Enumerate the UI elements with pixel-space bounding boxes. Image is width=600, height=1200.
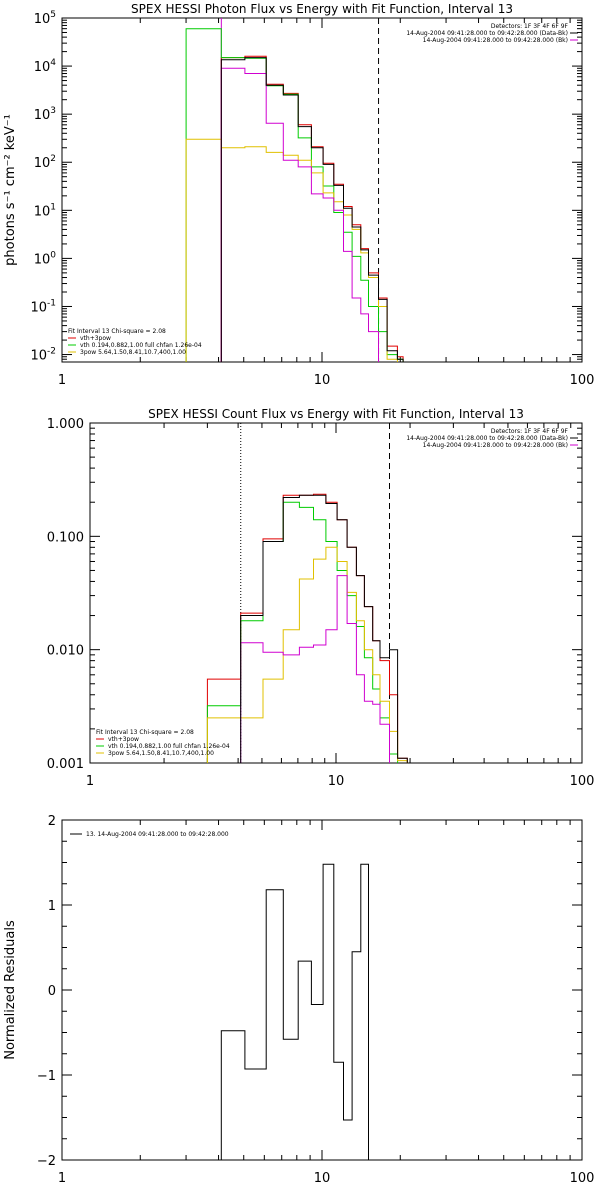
y-tick-label: 1.000	[47, 417, 84, 432]
panel-3: 1 10 100 −2 −1 0 1 2 Normalized Residuals 13. 14-…	[3, 814, 594, 1186]
y-axis-label: Normalized Residuals	[3, 920, 18, 1060]
legend-bottom-entry: 3pow 5.64,1.50,8.41,10.7,400,1.00	[80, 349, 186, 356]
plot-frame	[61, 819, 583, 1161]
y-tick-label: 0.010	[47, 644, 84, 659]
legend-top-entry: 14-Aug-2004 09:41:28.000 to 09:42:28.000…	[423, 442, 568, 449]
y-tick-base: 10	[34, 252, 51, 267]
panel-2: SPEX HESSI Count Flux vs Energy with Fit…	[47, 407, 595, 789]
y-tick-exponent: 4	[50, 58, 56, 68]
series-vth	[185, 28, 404, 362]
legend-top-left-entry: 13. 14-Aug-2004 09:41:28.000 to 09:42:28…	[86, 831, 229, 838]
y-tick-exponent: 0	[50, 250, 56, 260]
y-tick-label: 104	[34, 58, 57, 75]
plot-frame	[89, 422, 583, 764]
series-bk	[220, 67, 379, 362]
legend-bottom-entry: Fit Interval 13 Chi-square = 2.08	[96, 729, 194, 736]
series-group	[206, 493, 408, 763]
y-tick-base: 10	[34, 108, 51, 123]
y-tick-label: 103	[34, 106, 56, 123]
y-tick-label: 10-1	[30, 298, 56, 315]
series-data	[220, 57, 404, 362]
y-tick-exponent: -1	[47, 298, 56, 308]
legend-top-entry: 14-Aug-2004 09:41:28.000 to 09:42:28.000…	[406, 435, 568, 442]
series-group	[185, 28, 404, 362]
legend-bottom-entry: vth+3pow	[80, 335, 111, 342]
y-tick-label: 0.100	[47, 530, 84, 545]
legend-bottom-entry: 3pow 5.64,1.50,8.41,10.7,400,1.00	[108, 750, 214, 757]
series-bk	[240, 575, 390, 763]
series-vth+3pow	[206, 493, 408, 763]
y-tick-label: −1	[37, 1069, 56, 1084]
y-tick-label: 100	[34, 250, 57, 267]
y-tick-label: 101	[34, 202, 56, 219]
series-group	[220, 863, 369, 1160]
y-tick-exponent: 3	[50, 106, 56, 116]
chart-title: SPEX HESSI Count Flux vs Energy with Fit…	[148, 407, 524, 421]
y-tick-exponent: 1	[50, 202, 56, 212]
x-tick-label: 1	[58, 1171, 66, 1186]
y-tick-label: −2	[37, 1154, 56, 1169]
legend-bottom-entry: vth 0.194,0.882,1.00 full chfan 1.26e-04	[108, 743, 230, 750]
series-3pow	[185, 138, 398, 362]
y-tick-base: 10	[34, 60, 51, 75]
legend-bottom-entry: vth+3pow	[108, 736, 139, 743]
legend-bottom-entry: vth 0.194,0.882,1.00 full chfan 1.26e-04	[80, 342, 202, 349]
y-tick-base: 10	[34, 156, 51, 171]
y-tick-base: 10	[34, 204, 51, 219]
x-tick-label: 100	[570, 774, 595, 789]
y-tick-base: 10	[34, 12, 51, 27]
series-data	[240, 494, 408, 763]
legend-top-entry: 14-Aug-2004 09:41:28.000 to 09:42:28.000…	[423, 37, 568, 44]
y-tick-exponent: -2	[47, 347, 56, 357]
legend-top-entry: Detectors: 1F 3F 4F 6F 9F	[491, 23, 569, 30]
legend-top-entry: 14-Aug-2004 09:41:28.000 to 09:42:28.000…	[406, 30, 568, 37]
y-tick-label: 105	[34, 10, 56, 27]
x-tick-label: 100	[570, 373, 595, 388]
y-tick-exponent: 2	[50, 154, 56, 164]
y-tick-label: 2	[48, 814, 56, 829]
y-tick-base: 10	[30, 349, 47, 364]
x-tick-label: 10	[314, 1171, 331, 1186]
y-tick-exponent: 5	[50, 10, 56, 20]
x-tick-label: 10	[328, 774, 345, 789]
series-vth+3pow	[220, 55, 404, 362]
y-tick-label: 0	[48, 984, 56, 999]
x-tick-label: 100	[570, 1171, 595, 1186]
legend-top-entry: Detectors: 1F 3F 4F 6F 9F	[491, 428, 569, 435]
x-tick-label: 1	[86, 774, 94, 789]
series-residuals	[220, 863, 369, 1160]
y-tick-label: 0.001	[47, 757, 84, 772]
y-tick-label: 1	[48, 899, 56, 914]
y-tick-label: 102	[34, 154, 56, 171]
chart-title: SPEX HESSI Photon Flux vs Energy with Fi…	[131, 2, 513, 16]
y-tick-label: 10-2	[30, 347, 56, 364]
series-3pow	[206, 546, 408, 763]
plot-frame	[61, 17, 583, 363]
legend-bottom-entry: Fit Interval 13 Chi-square = 2.08	[68, 328, 166, 335]
x-tick-label: 10	[314, 373, 331, 388]
x-tick-label: 1	[58, 373, 66, 388]
panel-1: SPEX HESSI Photon Flux vs Energy with Fi…	[3, 2, 594, 388]
y-tick-base: 10	[30, 300, 47, 315]
series-vth	[206, 501, 399, 763]
y-axis-label: photons s⁻¹ cm⁻² keV⁻¹	[3, 114, 18, 266]
